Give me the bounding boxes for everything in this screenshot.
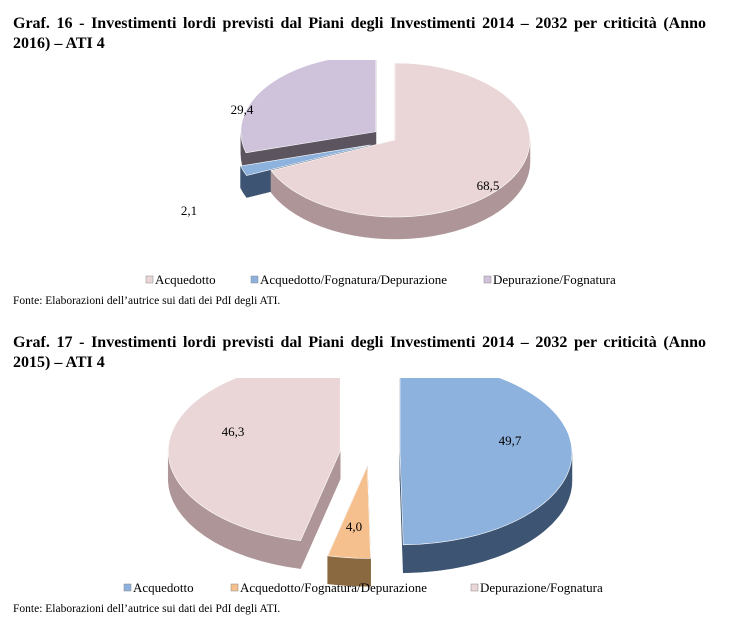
pie-slice-top [270, 62, 531, 218]
pie-slice-depurazione-fognatura [167, 378, 341, 569]
legend-swatch [483, 275, 492, 284]
legend-label: Depurazione/Fognatura [493, 272, 616, 287]
pie-slice-top [167, 378, 341, 541]
pie-slices [240, 60, 531, 240]
pie-chart-1: 68,5 2,1 29,4 Acquedotto Acquedotto/Fognatur… [145, 60, 616, 287]
data-label: 2,1 [181, 203, 197, 218]
data-label: 46,3 [222, 424, 245, 439]
legend-label: Depurazione/Fognatura [480, 580, 603, 595]
legend-swatch [145, 275, 154, 284]
legend-swatch [470, 583, 479, 592]
chart-source-2: Fonte: Elaborazioni dell’autrice sui dat… [13, 603, 281, 615]
pie-slices [167, 378, 573, 587]
data-label: 29,4 [231, 102, 254, 117]
pie-chart-2: 49,7 4,0 46,3 Acquedotto Acquedotto/Fognatur… [123, 378, 603, 595]
legend-swatch [250, 275, 259, 284]
legend: Acquedotto Acquedotto/Fognatura/Depurazio… [145, 272, 616, 287]
legend-label: Acquedotto/Fognatura/Depurazione [240, 580, 427, 595]
legend-label: Acquedotto [155, 272, 216, 287]
pie-slice-top [240, 144, 371, 176]
data-label: 49,7 [499, 433, 522, 448]
pie-slice-acquedotto [270, 62, 531, 240]
pie-slice-top [327, 466, 371, 559]
pie-slice-top [399, 378, 573, 546]
legend-label: Acquedotto/Fognatura/Depurazione [260, 272, 447, 287]
legend-swatch [230, 583, 239, 592]
pie-slice-acquedotto [399, 378, 573, 574]
data-label: 4,0 [346, 519, 362, 534]
pie-slice-acquedotto-fognatura-depurazione [327, 466, 371, 587]
legend: Acquedotto Acquedotto/Fognatura/Depurazio… [123, 580, 603, 595]
data-label: 68,5 [477, 178, 500, 193]
pie-slice-top [240, 60, 377, 154]
chart-title-2: Graf. 17 - Investimenti lordi previsti d… [13, 334, 706, 371]
legend-swatch [123, 583, 132, 592]
legend-label: Acquedotto [133, 580, 194, 595]
chart-source-1: Fonte: Elaborazioni dell’autrice sui dat… [13, 295, 281, 307]
chart-title-1: Graf. 16 - Investimenti lordi previsti d… [13, 15, 706, 52]
